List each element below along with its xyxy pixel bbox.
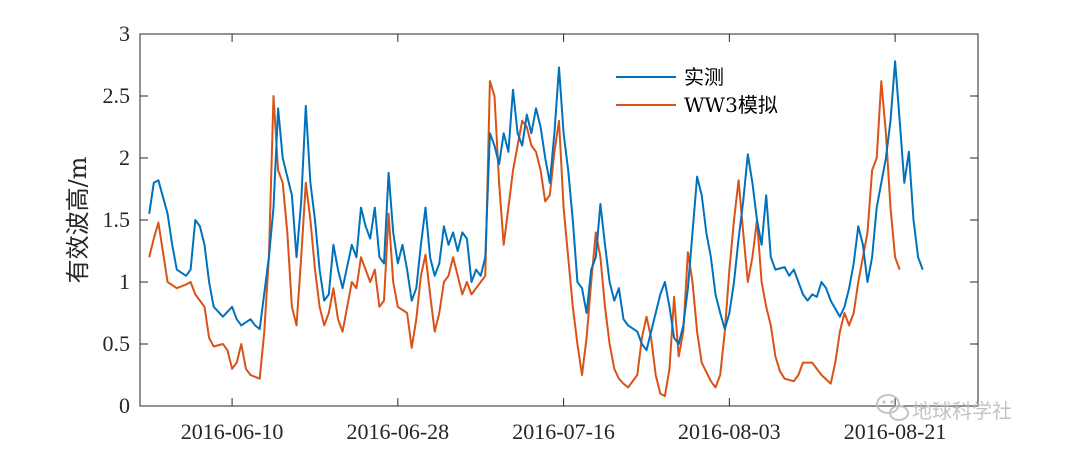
x-tick-label: 2016-08-03 (678, 419, 781, 444)
y-tick-label: 1 (119, 269, 130, 294)
y-tick-label: 3 (119, 21, 130, 46)
y-tick-label: 0.5 (103, 331, 131, 356)
watermark-text: 地球科学社 (912, 399, 1012, 423)
legend-label-observed: 实测 (684, 65, 724, 89)
y-tick-label: 1.5 (103, 207, 131, 232)
watermark: 地球科学社 (876, 394, 1012, 423)
x-tick-label: 2016-06-28 (347, 419, 450, 444)
y-axis-label: 有效波高/m (64, 156, 92, 283)
legend: 实测 WW3模拟 (616, 65, 778, 117)
y-tick-label: 2.5 (103, 83, 131, 108)
y-tick-label: 2 (119, 145, 130, 170)
x-tick-label: 2016-07-16 (512, 419, 615, 444)
series-group (148, 60, 924, 398)
legend-label-model: WW3模拟 (684, 93, 778, 117)
x-tick-label: 2016-08-21 (844, 419, 947, 444)
series-line-observed (148, 60, 924, 352)
series-line-model (148, 80, 901, 398)
x-tick-label: 2016-06-10 (181, 419, 284, 444)
x-axis-ticks: 2016-06-10 2016-06-28 2016-07-16 2016-08-03… (181, 34, 947, 444)
y-tick-label: 0 (119, 393, 130, 418)
y-axis-ticks: 0 0.5 1 1.5 2 2.5 3 (103, 21, 978, 418)
wechat-icon (876, 394, 909, 421)
